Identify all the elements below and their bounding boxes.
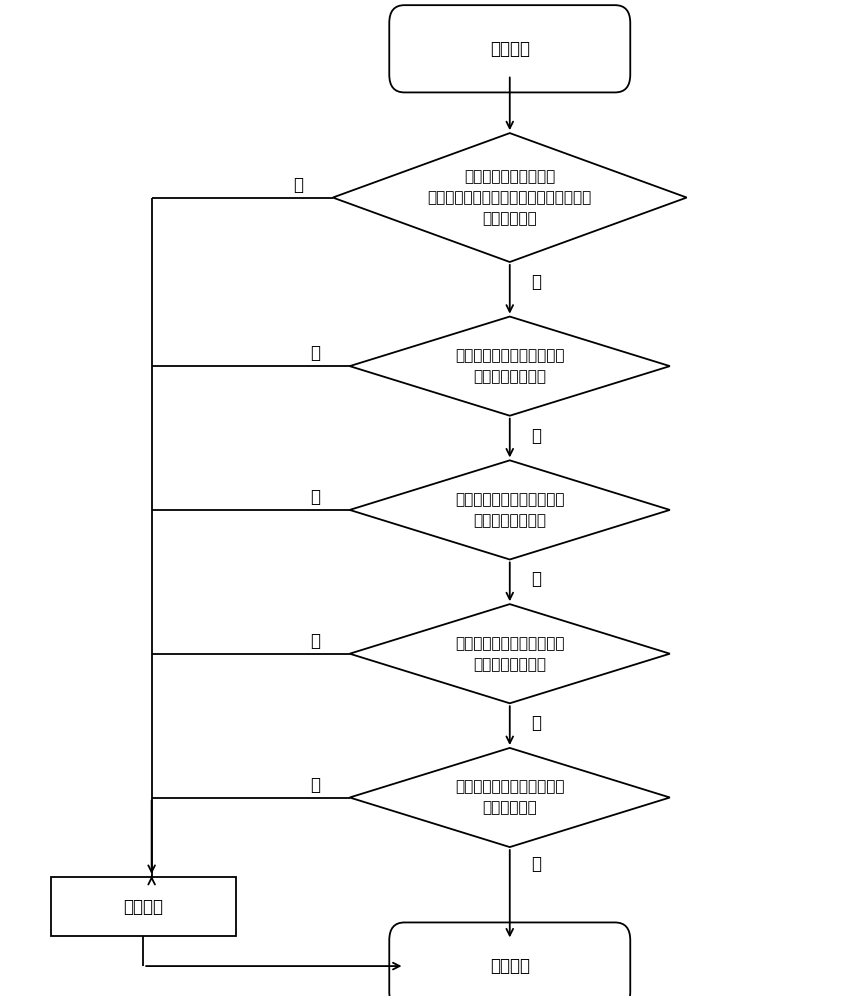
Polygon shape [333, 133, 687, 262]
Text: 是: 是 [531, 273, 541, 291]
Text: 卸货口与出库口之间的设备
能否正常建立联系: 卸货口与出库口之间的设备 能否正常建立联系 [455, 492, 564, 528]
Text: 至少存在一台堆垛机、
一个入库口、一个出库口、一个取货口以
及一个卸货口: 至少存在一台堆垛机、 一个入库口、一个出库口、一个取货口以 及一个卸货口 [428, 169, 592, 226]
Polygon shape [350, 460, 670, 560]
FancyBboxPatch shape [389, 5, 631, 92]
Text: 出库口与取货口之间的设备
能否正常建立联系: 出库口与取货口之间的设备 能否正常建立联系 [455, 636, 564, 672]
Text: 否: 否 [310, 344, 320, 362]
Text: 否: 否 [294, 176, 303, 194]
Text: 是: 是 [531, 714, 541, 732]
Polygon shape [350, 317, 670, 416]
Text: 入库口与取货口之间的设备
能否正常建立联系: 入库口与取货口之间的设备 能否正常建立联系 [455, 348, 564, 384]
Polygon shape [350, 748, 670, 847]
Text: 是: 是 [531, 570, 541, 588]
Text: 否: 否 [310, 776, 320, 794]
Text: 卸货口与出库口之间的设备
能否建立联系: 卸货口与出库口之间的设备 能否建立联系 [455, 780, 564, 816]
Text: 验证结束: 验证结束 [490, 957, 530, 975]
Text: 否: 否 [310, 488, 320, 506]
Polygon shape [350, 604, 670, 703]
Text: 提示错误: 提示错误 [123, 898, 163, 916]
Text: 验证开始: 验证开始 [490, 40, 530, 58]
Text: 否: 否 [310, 632, 320, 650]
Bar [50, 877, 236, 936]
Text: 是: 是 [531, 855, 541, 873]
Text: 是: 是 [531, 427, 541, 445]
FancyBboxPatch shape [389, 922, 631, 1000]
